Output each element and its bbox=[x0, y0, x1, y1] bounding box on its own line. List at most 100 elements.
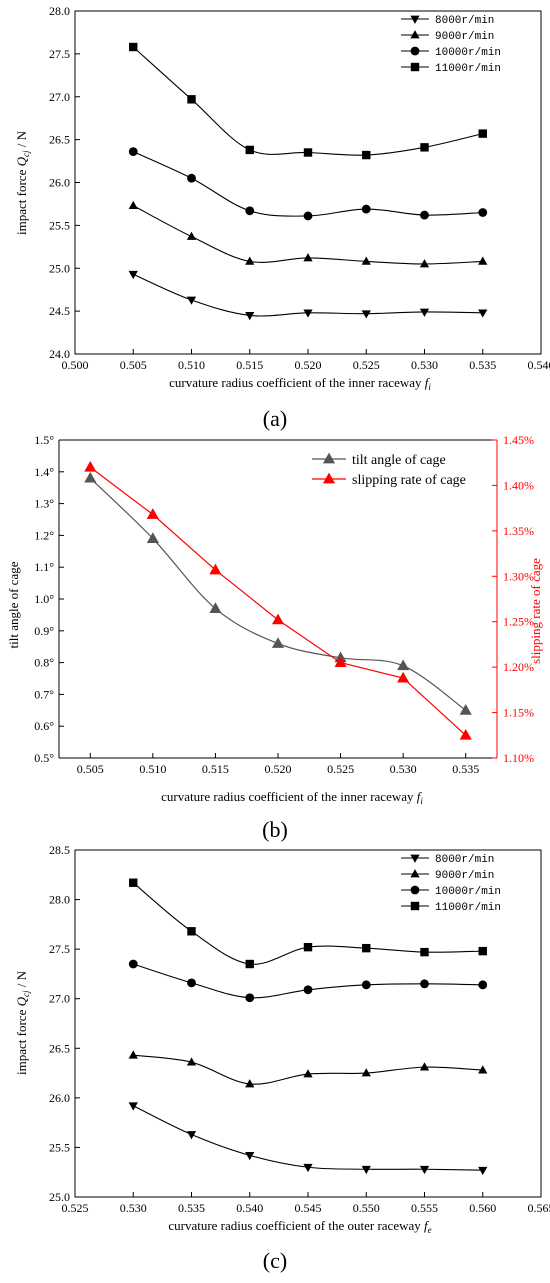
panel-c-legend-marker bbox=[410, 901, 420, 911]
panel-c-legend-entry: 9000r/min bbox=[435, 870, 494, 882]
panel-c-series-1-point bbox=[245, 1079, 255, 1088]
panel-b-right-tick-label: 1.15% bbox=[503, 706, 534, 720]
panel-a-label: (a) bbox=[263, 406, 287, 431]
panel-b-series-1-point bbox=[146, 508, 159, 519]
panel-a-x-tick-label: 0.520 bbox=[295, 358, 322, 372]
panel-b-left-tick-label: 1.1° bbox=[34, 560, 54, 574]
panel-c: 0.525 0.530 0.535 0.540 0.545 0.550 0.555 0.560… bbox=[14, 843, 550, 1273]
panel-b-left-tick-label: 1.4° bbox=[34, 465, 54, 479]
panel-a-y-tick-label: 24.5 bbox=[49, 304, 70, 318]
panel-b-right-tick-label: 1.35% bbox=[503, 524, 534, 538]
panel-c-series-0-point bbox=[361, 1165, 371, 1175]
panel-c-series-0-point bbox=[478, 1166, 488, 1176]
panel-b-series-line-0 bbox=[89, 477, 467, 711]
panel-c-series-2-point bbox=[128, 959, 138, 969]
panel-c-series-0-point bbox=[303, 1163, 313, 1173]
panel-c-plot-frame bbox=[74, 849, 542, 1198]
panel-b-series-1-point bbox=[271, 613, 285, 625]
panel-c-y-axis-label: impact force Qcj / N bbox=[14, 970, 31, 1075]
panel-b: 0.505 0.510 0.515 0.520 0.525 0.530 0.535 0.5° 0… bbox=[6, 433, 543, 842]
panel-b-series-1-point bbox=[334, 656, 347, 667]
panel-b-left-tick-label: 0.8° bbox=[34, 656, 54, 670]
panel-b-x-tick-label: 0.510 bbox=[139, 762, 166, 776]
panel-a-y-tick-label: 27.0 bbox=[49, 90, 70, 104]
panel-c-y-tick-label: 26.0 bbox=[49, 1091, 70, 1105]
panel-c-series-1-point bbox=[186, 1057, 197, 1066]
panel-b-left-tick-label: 0.6° bbox=[34, 719, 54, 733]
panel-b-right-tick-label: 1.10% bbox=[503, 751, 534, 765]
panel-c-x-tick-label: 0.560 bbox=[469, 1201, 496, 1215]
panel-b-right-tick-label: 1.30% bbox=[503, 569, 534, 583]
panel-c-y-tick-label: 25.0 bbox=[49, 1190, 70, 1204]
panel-c-series-3-point bbox=[362, 943, 371, 953]
panel-a-x-tick-label: 0.540 bbox=[528, 358, 550, 372]
panel-a-grid-layer: 0.500 0.505 0.510 0.515 0.520 0.525 0.530 0.535… bbox=[49, 4, 550, 372]
panel-c-series-0-point bbox=[128, 1102, 138, 1111]
panel-a-series-3-point bbox=[129, 42, 138, 52]
panel-a-series-2-point bbox=[303, 211, 313, 221]
panel-b-right-axis-label: slipping rate of cage bbox=[528, 558, 543, 664]
panel-a-series-3-point bbox=[303, 148, 313, 157]
panel-b-legend-marker bbox=[322, 472, 336, 484]
panel-c-series-1-point bbox=[128, 1050, 138, 1059]
panel-c-series-line-0 bbox=[133, 1105, 483, 1171]
panel-c-series-1-point bbox=[303, 1069, 313, 1078]
panel-b-grid-layer: 0.505 0.510 0.515 0.520 0.525 0.530 0.535 0.5° 0… bbox=[34, 433, 534, 776]
panel-b-series-0-point bbox=[397, 659, 410, 671]
panel-a-x-tick-label: 0.500 bbox=[62, 358, 89, 372]
panel-a-series-3-point bbox=[478, 129, 487, 138]
panel-c-x-tick-label: 0.530 bbox=[120, 1201, 147, 1215]
panel-a-series-1-point bbox=[128, 200, 138, 210]
panel-c-x-tick-label: 0.540 bbox=[236, 1201, 263, 1215]
panel-a-series-2-point bbox=[420, 210, 429, 220]
panel-c-y-tick-label: 27.0 bbox=[49, 992, 70, 1006]
panel-c-legend-marker bbox=[410, 885, 420, 895]
panel-a-legend-entry: 8000r/min bbox=[435, 15, 494, 27]
panel-a-series-0-point bbox=[245, 312, 255, 321]
panel-c-series-3-point bbox=[303, 942, 313, 952]
panel-c-series-0-point bbox=[419, 1165, 430, 1175]
panel-a-x-tick-label: 0.510 bbox=[178, 358, 205, 372]
panel-b-left-tick-label: 1.2° bbox=[34, 528, 54, 542]
panel-c-series-3-point bbox=[187, 927, 196, 936]
panel-a-series-2-point bbox=[245, 206, 255, 216]
panel-c-x-tick-label: 0.525 bbox=[62, 1201, 89, 1215]
panel-c-y-tick-label: 26.5 bbox=[49, 1041, 70, 1055]
panel-a-y-tick-label: 26.0 bbox=[49, 176, 70, 190]
panel-b-legend-entry: slipping rate of cage bbox=[352, 473, 466, 488]
panel-b-right-tick-label: 1.40% bbox=[503, 478, 534, 492]
panel-c-x-tick-label: 0.535 bbox=[178, 1201, 205, 1215]
panel-b-x-tick-label: 0.530 bbox=[390, 762, 417, 776]
panel-b-left-tick-label: 1.0° bbox=[34, 592, 54, 606]
panel-c-series-0-point bbox=[245, 1152, 255, 1161]
panel-c-series-1-point bbox=[419, 1062, 430, 1071]
panel-a-series-2-point bbox=[128, 147, 138, 157]
panel-a-x-tick-label: 0.535 bbox=[469, 358, 496, 372]
panel-b-series-1-point bbox=[209, 563, 222, 575]
panel-a-series-1-point bbox=[478, 256, 488, 265]
panel-a-series-0-point bbox=[186, 296, 197, 305]
panel-a-y-tick-label: 28.0 bbox=[49, 4, 70, 18]
panel-a-legend-marker bbox=[410, 62, 420, 72]
panel-b-right-tick-label: 1.20% bbox=[503, 660, 534, 674]
panel-b-left-tick-label: 1.5° bbox=[34, 433, 54, 447]
panel-b-left-axis-label: tilt angle of cage bbox=[6, 561, 21, 648]
panel-c-series-2-point bbox=[303, 985, 313, 995]
panel-a-y-axis-label: impact force Qcj / N bbox=[14, 130, 31, 235]
panel-c-series-1-point bbox=[478, 1065, 488, 1074]
panel-a-series-0-point bbox=[128, 270, 138, 280]
panel-c-x-tick-label: 0.550 bbox=[353, 1201, 380, 1215]
panel-a-series-1-point bbox=[419, 259, 430, 268]
panel-c-grid-layer: 0.525 0.530 0.535 0.540 0.545 0.550 0.555 0.560… bbox=[49, 843, 550, 1215]
panel-a: 0.500 0.505 0.510 0.515 0.520 0.525 0.530 0.535… bbox=[14, 4, 550, 431]
panel-a-legend-entry: 11000r/min bbox=[435, 63, 501, 75]
panel-b-series-0-point bbox=[146, 532, 159, 543]
panel-b-x-tick-label: 0.535 bbox=[452, 762, 479, 776]
panel-c-x-axis-label: curvature radius coefficient of the oute… bbox=[168, 1218, 431, 1235]
panel-a-x-tick-label: 0.525 bbox=[353, 358, 380, 372]
panel-a-series-1-point bbox=[245, 256, 255, 265]
panel-c-series-3-point bbox=[478, 946, 487, 956]
panel-b-x-tick-label: 0.520 bbox=[265, 762, 292, 776]
panel-a-legend-entry: 10000r/min bbox=[435, 47, 501, 59]
panel-c-series-2-point bbox=[478, 980, 488, 990]
